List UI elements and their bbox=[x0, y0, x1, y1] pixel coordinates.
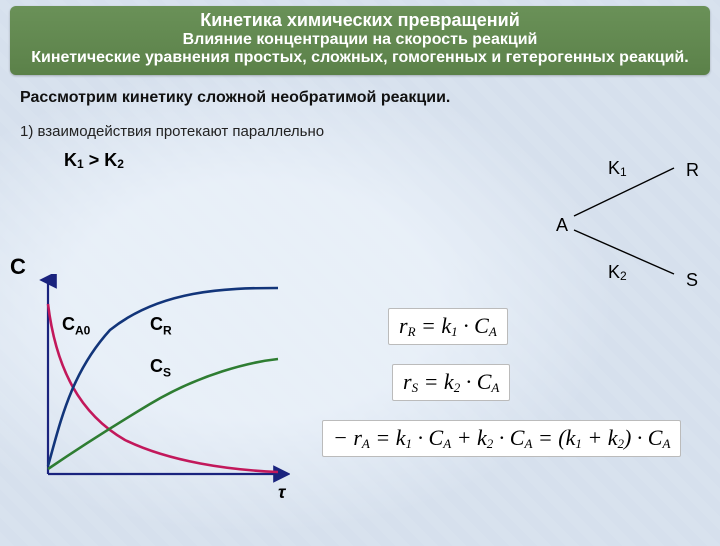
equation-rR: rR = k1 · CA bbox=[388, 308, 508, 345]
equation-rS: rS = k2 · CA bbox=[392, 364, 510, 401]
header-line1: Кинетика химических превращений bbox=[20, 10, 700, 31]
paragraph-2: 1) взаимодействия протекают параллельно bbox=[20, 123, 700, 140]
reaction-scheme: ARSK1K2 bbox=[546, 150, 706, 280]
curve-label-CA: CA0 bbox=[62, 314, 90, 338]
header-line3: Кинетические уравнения простых, сложных,… bbox=[20, 49, 700, 67]
header-line2: Влияние концентрации на скорость реакций bbox=[20, 31, 700, 49]
equation-rA: − rA = k1 · CA + k2 · CA = (k1 + k2) · C… bbox=[322, 420, 681, 457]
scheme-label-K1: K1 bbox=[608, 158, 627, 179]
scheme-label-R: R bbox=[686, 160, 699, 181]
curve-label-CR: CR bbox=[150, 314, 172, 338]
paragraph-1: Рассмотрим кинетику сложной необратимой … bbox=[20, 89, 700, 107]
chart-x-label: τ bbox=[278, 482, 285, 503]
chart-y-label: C bbox=[10, 254, 26, 280]
scheme-label-K2: K2 bbox=[608, 262, 627, 283]
scheme-label-S: S bbox=[686, 270, 698, 291]
curve-label-CS: CS bbox=[150, 356, 171, 380]
concentration-chart bbox=[30, 274, 290, 494]
slide-header: Кинетика химических превращений Влияние … bbox=[10, 6, 710, 75]
scheme-label-A: A bbox=[556, 215, 568, 236]
